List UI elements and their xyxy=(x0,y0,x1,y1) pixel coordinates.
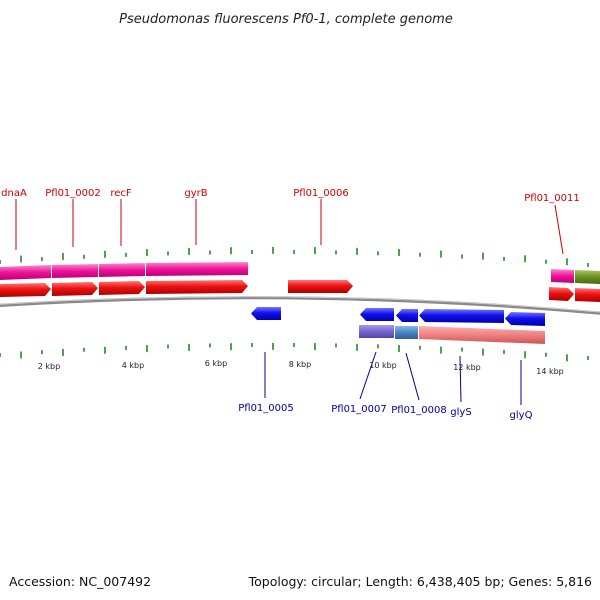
label-Pfl01-0006: Pfl01_0006 xyxy=(293,188,349,199)
gene-Pfl01-0005 xyxy=(251,307,281,320)
gene-recF xyxy=(99,281,145,295)
gene-forward-14kbp xyxy=(575,288,600,302)
feature-bar-Pfl01-0008 xyxy=(395,326,418,339)
lower-scale-ticks xyxy=(0,342,589,362)
label-Pfl01-0002: Pfl01_0002 xyxy=(45,188,101,199)
label-Pfl01-0007: Pfl01_0007 xyxy=(331,404,387,415)
scale-label-8kbp: 8 kbp xyxy=(289,360,311,369)
genome-summary-text: Topology: circular; Length: 6,438,405 bp… xyxy=(248,574,592,589)
label-Pfl01-0005: Pfl01_0005 xyxy=(238,403,294,414)
label-Pfl01-0011: Pfl01_0011 xyxy=(524,193,580,204)
label-recF: recF xyxy=(110,188,132,199)
leader-glyS xyxy=(459,355,462,403)
scale-label-12kbp: 12 kbp xyxy=(453,363,481,372)
label-glyS: glyS xyxy=(450,407,471,418)
feature-bar-dnaA xyxy=(0,265,51,280)
label-dnaA: dnaA xyxy=(1,188,27,199)
scale-label-10kbp: 10 kbp xyxy=(369,361,397,370)
accession-text: Accession: NC_007492 xyxy=(9,574,151,589)
gene-Pfl01-0007 xyxy=(360,308,394,321)
gene-Pfl01-0006 xyxy=(288,280,353,293)
scale-label-6kbp: 6 kbp xyxy=(205,359,227,368)
feature-bar-Pfl01-0007 xyxy=(359,325,394,338)
label-Pfl01-0008: Pfl01_0008 xyxy=(391,405,447,416)
scale-label-2kbp: 2 kbp xyxy=(38,362,60,371)
gene-glyQ xyxy=(505,312,545,326)
leader-Pfl01-0011 xyxy=(554,204,564,255)
scale-label-14kbp: 14 kbp xyxy=(536,367,564,376)
map-title: Pseudomonas fluorescens Pf0-1, complete … xyxy=(119,12,453,27)
leader-Pfl01-0008 xyxy=(405,352,420,401)
gene-dnaA xyxy=(0,283,51,297)
feature-bar-Pfl01-0002 xyxy=(52,264,98,278)
label-gyrB: gyrB xyxy=(184,188,207,199)
gene-Pfl01-0008 xyxy=(396,309,418,322)
feature-bar-recF xyxy=(99,263,145,277)
feature-bar-olive xyxy=(575,270,600,284)
genome-backbone-highlight xyxy=(0,296,600,313)
gene-gyrB xyxy=(146,280,248,294)
leader-Pfl01-0007 xyxy=(359,351,377,400)
gene-Pfl01-0011 xyxy=(549,287,574,301)
feature-bar-gyrB xyxy=(146,262,248,276)
feature-bar-Pfl01-0011 xyxy=(551,269,574,283)
gene-Pfl01-0002 xyxy=(52,282,98,296)
gene-glyS xyxy=(419,309,504,323)
feature-bar-glyS-glyQ xyxy=(419,326,545,344)
label-glyQ: glyQ xyxy=(510,410,533,421)
upper-scale-ticks xyxy=(0,246,589,267)
genome-backbone xyxy=(0,296,600,315)
scale-label-4kbp: 4 kbp xyxy=(122,361,144,370)
